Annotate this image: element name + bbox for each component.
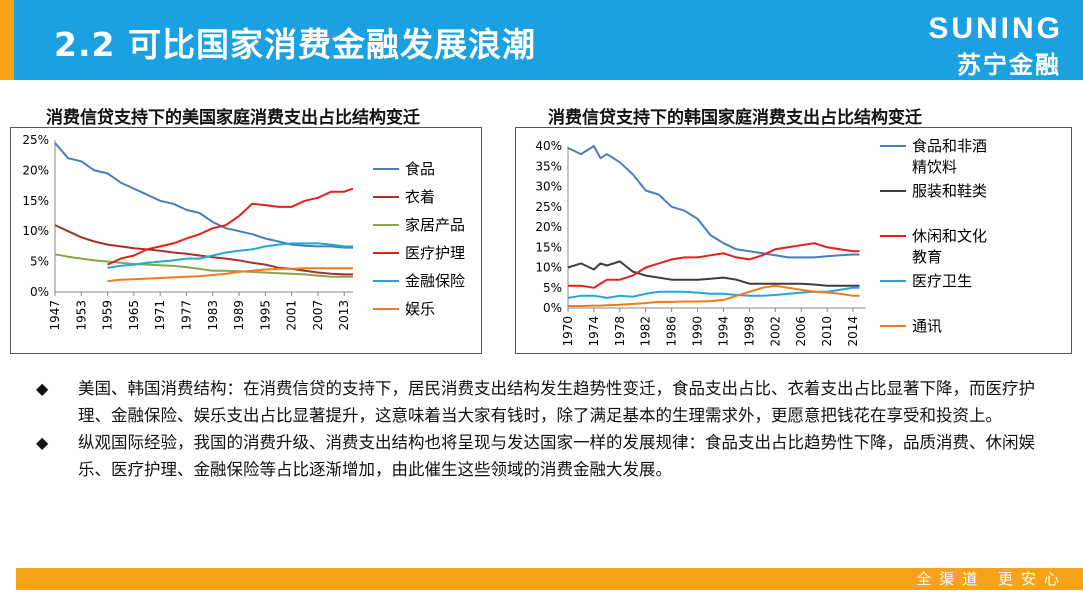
x-tick-label: 1974 — [587, 316, 601, 347]
us-chart-box: 0% 5% 10% 15% 20% 25% 1947 1953 1959 1965 1971 1977… — [10, 127, 482, 354]
footer-slogan: 全渠道 更安心 — [916, 570, 1067, 588]
bullet-item: ◆ 美国、韩国消费结构：在消费信贷的支持下，居民消费支出结构发生趋势性变迁，食品… — [36, 375, 1046, 429]
x-tick-label: 1953 — [74, 300, 88, 331]
series-line-4 — [107, 242, 353, 269]
legend-label: 医疗护理 — [405, 244, 465, 262]
x-tick-label: 1998 — [742, 316, 756, 347]
kr-chart-box: 0% 5% 10% 15% 20% 25% 30% 35% 40% 1970 1974 1978 198… — [515, 127, 1072, 354]
x-tick-label: 1989 — [232, 300, 246, 331]
footer-bar: 全渠道 更安心 — [16, 568, 1083, 590]
kr-chart: 0% 5% 10% 15% 20% 25% 30% 35% 40% 1970 1974 1978 198… — [535, 137, 987, 347]
y-tick-label: 15% — [535, 240, 562, 254]
series-line-1 — [567, 260, 860, 287]
x-tick-label: 1986 — [665, 316, 679, 347]
legend-label: 休闲和文化教育 — [912, 227, 987, 266]
page-title: 2.2 可比国家消费金融发展浪潮 — [54, 25, 536, 64]
x-tick-label: 2007 — [311, 300, 325, 331]
y-tick-label: 40% — [535, 139, 562, 153]
x-tick-label: 2010 — [820, 316, 834, 347]
series-line-0 — [567, 145, 860, 259]
y-tick-label: 30% — [535, 180, 562, 194]
series-line-2 — [54, 253, 353, 278]
x-tick-label: 2014 — [846, 316, 860, 347]
legend-label: 娱乐 — [405, 300, 435, 318]
x-tick-label: 1965 — [127, 300, 141, 331]
y-tick-label: 25% — [22, 133, 49, 147]
y-tick-label: 5% — [543, 281, 562, 295]
x-tick-label: 1982 — [639, 316, 653, 347]
y-tick-label: 20% — [535, 220, 562, 234]
y-tick-label: 10% — [22, 224, 49, 238]
x-tick-label: 1971 — [153, 300, 167, 331]
x-tick-label: 1983 — [206, 300, 220, 331]
us-chart-title: 消费信贷支持下的美国家庭消费支出占比结构变迁 — [46, 108, 420, 128]
y-tick-label: 0% — [543, 301, 562, 315]
kr-chart-title: 消费信贷支持下的韩国家庭消费支出占比结构变迁 — [548, 108, 922, 128]
legend-label: 通讯 — [912, 317, 942, 335]
y-tick-label: 10% — [535, 261, 562, 275]
legend-label: 医疗卫生 — [912, 272, 972, 290]
y-tick-label: 20% — [22, 163, 49, 177]
y-tick-label: 15% — [22, 194, 49, 208]
header-accent-strip — [0, 0, 14, 80]
bullet-text: 纵观国际经验，我国的消费升级、消费支出结构也将呈现与发达国家一样的发展规律：食品… — [78, 433, 1035, 479]
bullet-text: 美国、韩国消费结构：在消费信贷的支持下，居民消费支出结构发生趋势性变迁，食品支出… — [78, 379, 1035, 425]
series-line-5 — [107, 267, 353, 283]
series-line-0 — [54, 142, 353, 249]
series-line-2 — [568, 242, 860, 289]
x-tick-label: 1994 — [716, 316, 730, 347]
brand-logo-en: SUNING — [928, 12, 1063, 45]
x-tick-label: 2002 — [768, 316, 782, 347]
x-tick-label: 2001 — [285, 300, 299, 331]
series-line-4 — [568, 284, 860, 307]
header-bar: 2.2 可比国家消费金融发展浪潮 SUNING 苏宁金融 — [14, 0, 1083, 80]
legend-label: 服装和鞋类 — [912, 182, 987, 200]
legend-label: 家居产品 — [405, 216, 465, 234]
us-chart: 0% 5% 10% 15% 20% 25% 1947 1953 1959 1965 1971 1977… — [22, 133, 465, 331]
legend-label: 食品 — [405, 160, 435, 178]
y-tick-label: 35% — [535, 159, 562, 173]
x-tick-label: 1990 — [691, 316, 705, 347]
x-tick-label: 1995 — [258, 300, 272, 331]
y-tick-label: 5% — [30, 255, 49, 269]
legend-label: 衣着 — [405, 188, 435, 206]
brand-logo-cn: 苏宁金融 — [957, 51, 1061, 79]
legend-label: 金融保险 — [405, 272, 465, 290]
x-tick-label: 1959 — [101, 300, 115, 331]
bullet-list: ◆ 美国、韩国消费结构：在消费信贷的支持下，居民消费支出结构发生趋势性变迁，食品… — [36, 375, 1046, 483]
x-tick-label: 2013 — [337, 300, 351, 331]
legend-label: 食品和非酒精饮料 — [912, 137, 987, 176]
x-tick-label: 1978 — [613, 316, 627, 347]
y-tick-label: 0% — [30, 285, 49, 299]
x-tick-label: 1977 — [179, 300, 193, 331]
diamond-bullet-icon: ◆ — [36, 433, 49, 452]
bullet-item: ◆ 纵观国际经验，我国的消费升级、消费支出结构也将呈现与发达国家一样的发展规律：… — [36, 429, 1046, 483]
x-tick-label: 2006 — [794, 316, 808, 347]
series-line-3 — [107, 187, 354, 266]
x-tick-label: 1970 — [561, 316, 575, 347]
diamond-bullet-icon: ◆ — [36, 379, 49, 398]
x-tick-label: 1947 — [48, 300, 62, 331]
y-tick-label: 25% — [535, 200, 562, 214]
